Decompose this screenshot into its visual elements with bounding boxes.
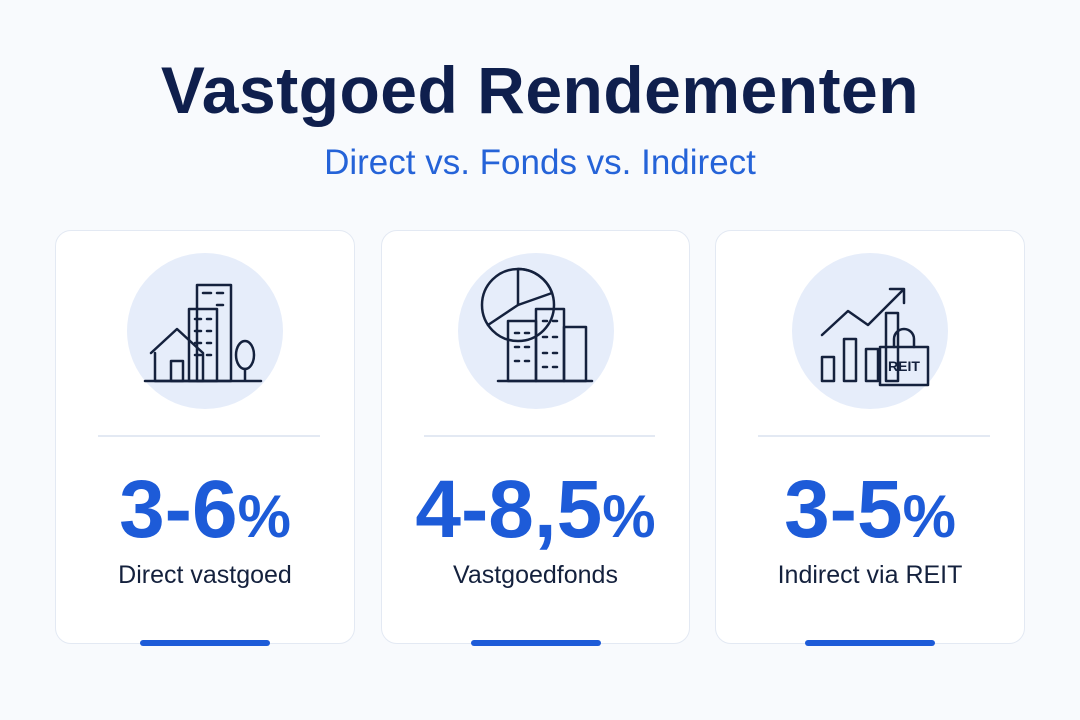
title: Vastgoed Rendementen bbox=[160, 53, 920, 127]
label: Indirect via REIT bbox=[777, 561, 963, 589]
value-number: 4-8,5 bbox=[415, 464, 603, 555]
icon-fund bbox=[457, 253, 614, 409]
value-number: 3-5 bbox=[784, 464, 903, 555]
card: 4-8,5% Vastgoedfonds bbox=[381, 230, 690, 646]
value-unit: % bbox=[237, 483, 291, 550]
icon-reit: REIT bbox=[792, 253, 948, 409]
accent-bar bbox=[140, 640, 270, 646]
value-unit: % bbox=[902, 483, 956, 550]
accent-bar bbox=[805, 640, 935, 646]
value-unit: % bbox=[602, 483, 656, 550]
divider bbox=[424, 435, 655, 437]
value: 3-6% bbox=[56, 463, 354, 557]
divider bbox=[758, 435, 990, 437]
subtitle: Direct vs. Fonds vs. Indirect bbox=[324, 143, 756, 182]
value: 4-8,5% bbox=[382, 463, 689, 557]
divider bbox=[98, 435, 320, 437]
label: Vastgoedfonds bbox=[453, 561, 618, 589]
icon-label: REIT bbox=[888, 358, 920, 374]
value-number: 3-6 bbox=[119, 464, 238, 555]
icon-buildings bbox=[127, 253, 283, 409]
card: 3-6% Direct vastgoed bbox=[55, 230, 355, 646]
label: Direct vastgoed bbox=[118, 561, 292, 589]
accent-bar bbox=[470, 640, 601, 646]
value: 3-5% bbox=[716, 463, 1024, 557]
card: REIT 3-5% Indirect via REIT bbox=[715, 230, 1025, 646]
